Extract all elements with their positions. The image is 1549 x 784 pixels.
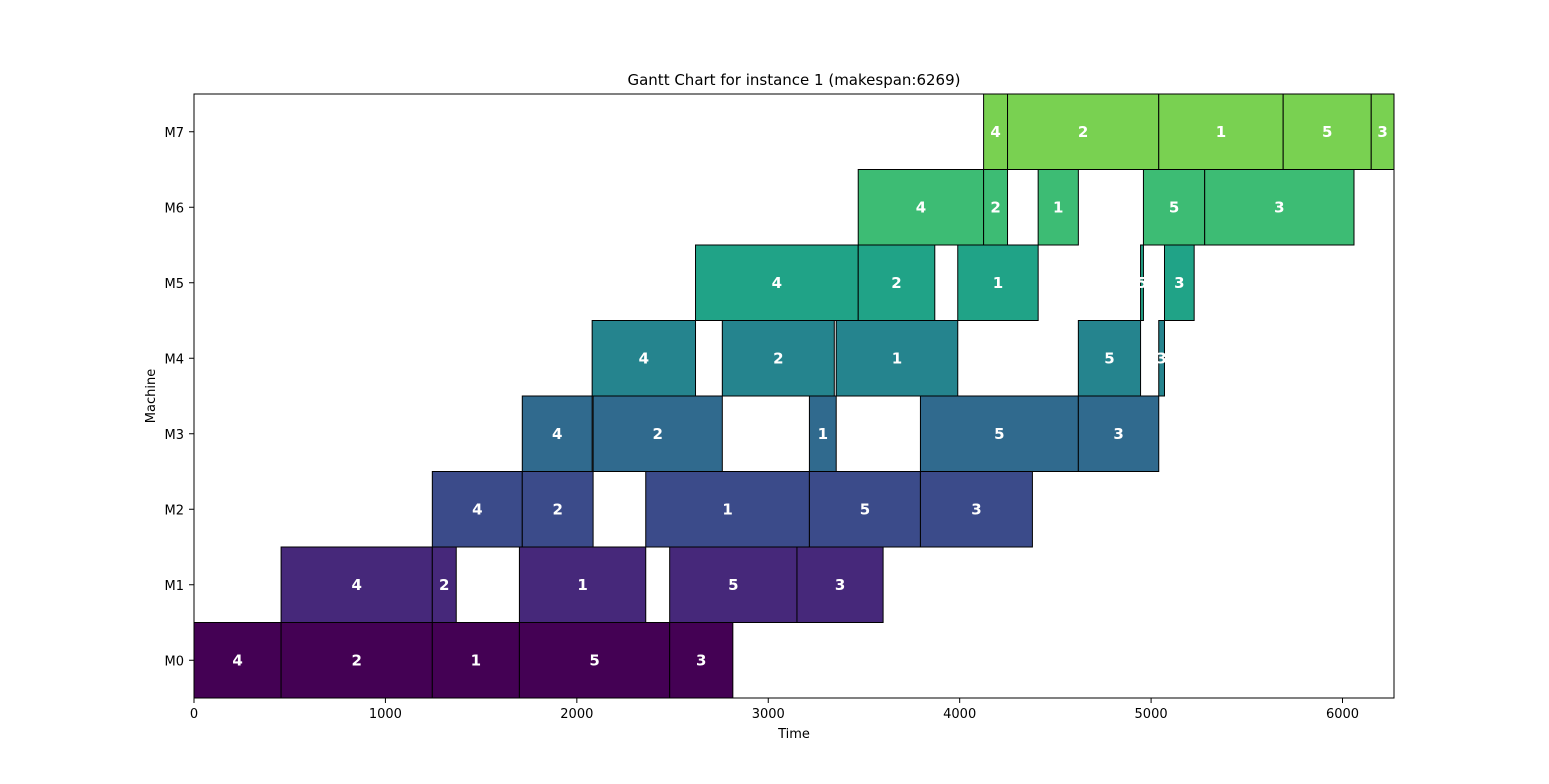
task-label-M5-job-5: 5 — [1137, 274, 1147, 292]
task-bar-M6-job-3 — [1204, 169, 1355, 246]
task-label-M1-job-3: 3 — [835, 576, 845, 594]
task-bar-M3-job-5 — [919, 395, 1079, 472]
task-bar-M5-job-2 — [857, 244, 936, 321]
task-label-M4-job-4: 4 — [639, 349, 649, 367]
task-bar-M1-job-1 — [518, 546, 647, 623]
task-label-M4-job-1: 1 — [892, 349, 902, 367]
task-label-M7-job-1: 1 — [1216, 123, 1226, 141]
task-bar-M4-job-3 — [1158, 320, 1165, 397]
task-label-M0-job-4: 4 — [232, 651, 242, 669]
task-label-M7-job-4: 4 — [990, 123, 1000, 141]
y-axis-ticks: M0 M1 M2 M3 M4 M5 M6 M7 — [165, 126, 194, 669]
task-label-M3-job-1: 1 — [818, 425, 828, 443]
task-bar-M5-job-4 — [695, 244, 859, 321]
chart-title: Gantt Chart for instance 1 (makespan:626… — [627, 71, 960, 89]
task-label-M1-job-1: 1 — [577, 576, 587, 594]
task-bar-M4-job-4 — [591, 320, 697, 397]
task-bar-M4-job-1 — [835, 320, 959, 397]
task-label-M2-job-4: 4 — [472, 500, 482, 518]
task-label-M6-job-1: 1 — [1053, 198, 1063, 216]
task-label-M6-job-5: 5 — [1169, 198, 1179, 216]
task-bar-M2-job-1 — [645, 471, 810, 548]
y-tick-label-M1: M1 — [165, 579, 185, 594]
task-label-M3-job-3: 3 — [1113, 425, 1123, 443]
x-tick-label: 5000 — [1135, 707, 1168, 722]
y-tick-label-M5: M5 — [165, 277, 185, 292]
task-bar-M3-job-3 — [1077, 395, 1160, 472]
task-label-M2-job-3: 3 — [971, 500, 981, 518]
y-tick-label-M2: M2 — [165, 503, 185, 518]
y-tick-label-M6: M6 — [165, 201, 185, 216]
task-label-M4-job-2: 2 — [773, 349, 783, 367]
task-bar-M2-job-3 — [919, 471, 1033, 548]
task-label-M1-job-4: 4 — [351, 576, 361, 594]
x-tick-label: 0 — [190, 707, 198, 722]
task-label-M7-job-2: 2 — [1078, 123, 1088, 141]
task-bar-M7-job-2 — [1007, 93, 1160, 170]
y-tick-label-M3: M3 — [165, 428, 185, 443]
task-bars: 4 2 1 5 3 4 2 1 5 3 4 2 1 5 3 4 2 1 5 3 4 2 1 5 3 4 2 1 5 3 4 2 1 5 3 4 2 1 5 3 — [193, 93, 1395, 699]
task-label-M4-job-5: 5 — [1104, 349, 1114, 367]
task-bar-M3-job-4 — [521, 395, 593, 472]
task-bar-M2-job-2 — [521, 471, 594, 548]
y-tick-label-M7: M7 — [165, 126, 185, 141]
task-label-M0-job-5: 5 — [589, 651, 599, 669]
task-bar-M5-job-3 — [1163, 244, 1195, 321]
task-label-M5-job-4: 4 — [772, 274, 782, 292]
task-label-M3-job-5: 5 — [994, 425, 1004, 443]
x-axis-ticks: 0 1000 2000 3000 4000 5000 6000 — [190, 698, 1359, 722]
y-tick-label-M0: M0 — [165, 654, 185, 669]
task-label-M5-job-2: 2 — [891, 274, 901, 292]
plot-frame — [193, 93, 1395, 699]
task-label-M0-job-3: 3 — [696, 651, 706, 669]
task-label-M6-job-2: 2 — [990, 198, 1000, 216]
x-tick-label: 4000 — [943, 707, 976, 722]
task-bar-M0-job-2 — [280, 622, 433, 699]
task-bar-M0-job-5 — [518, 622, 671, 699]
task-bar-M5-job-5 — [1140, 244, 1144, 321]
task-label-M6-job-3: 3 — [1274, 198, 1284, 216]
task-bar-M6-job-1 — [1037, 169, 1079, 246]
task-label-M2-job-5: 5 — [860, 500, 870, 518]
task-label-M4-job-3: 3 — [1156, 349, 1166, 367]
task-bar-M2-job-5 — [808, 471, 921, 548]
task-bar-M0-job-4 — [193, 622, 282, 699]
task-label-M0-job-2: 2 — [351, 651, 361, 669]
x-tick-label: 1000 — [369, 707, 402, 722]
task-bar-M0-job-1 — [431, 622, 520, 699]
y-tick-label-M4: M4 — [165, 352, 185, 367]
y-axis-label: Machine — [144, 369, 159, 423]
task-label-M3-job-2: 2 — [652, 425, 662, 443]
task-bar-M3-job-2 — [592, 395, 723, 472]
task-bar-M4-job-5 — [1077, 320, 1142, 397]
task-bar-M2-job-4 — [431, 471, 523, 548]
task-bar-M1-job-5 — [669, 546, 798, 623]
task-label-M3-job-4: 4 — [552, 425, 562, 443]
task-bar-M1-job-4 — [280, 546, 433, 623]
task-bar-M5-job-1 — [957, 244, 1039, 321]
task-label-M5-job-3: 3 — [1174, 274, 1184, 292]
x-tick-label: 3000 — [752, 707, 785, 722]
task-label-M2-job-2: 2 — [552, 500, 562, 518]
task-label-M1-job-2: 2 — [439, 576, 449, 594]
task-bar-M7-job-1 — [1158, 93, 1284, 170]
task-bar-M7-job-5 — [1282, 93, 1372, 170]
task-label-M0-job-1: 1 — [471, 651, 481, 669]
task-label-M1-job-5: 5 — [728, 576, 738, 594]
task-label-M5-job-1: 1 — [993, 274, 1003, 292]
task-label-M7-job-3: 3 — [1377, 123, 1387, 141]
task-bar-M1-job-3 — [796, 546, 884, 623]
task-label-M7-job-5: 5 — [1322, 123, 1332, 141]
task-bar-M3-job-1 — [808, 395, 837, 472]
x-tick-label: 2000 — [560, 707, 593, 722]
x-axis-label: Time — [777, 727, 810, 742]
task-label-M6-job-4: 4 — [916, 198, 926, 216]
task-label-M2-job-1: 1 — [722, 500, 732, 518]
x-tick-label: 6000 — [1326, 707, 1359, 722]
